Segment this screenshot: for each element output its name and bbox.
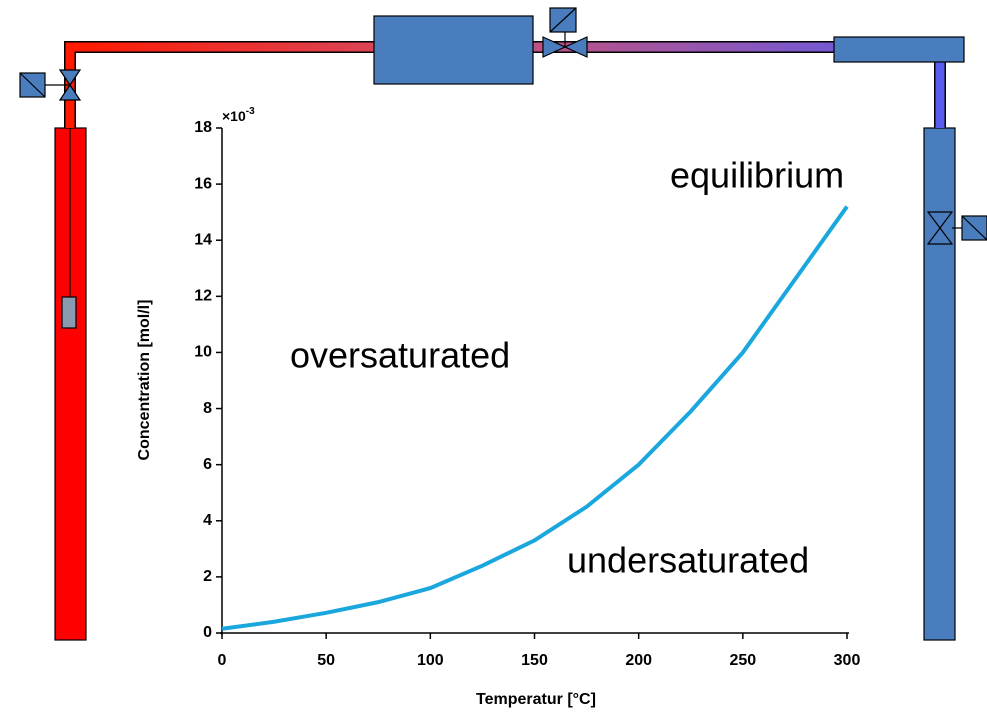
multiplier-exponent: -3: [246, 106, 255, 117]
y-tick-label: 10: [194, 344, 212, 361]
x-axis-title: Temperatur [°C]: [476, 691, 596, 708]
y-tick-label: 8: [203, 400, 212, 417]
x-tick-label: 100: [417, 652, 444, 669]
valve: [926, 211, 987, 245]
cold-vessel: [923, 127, 956, 641]
unit: [373, 15, 534, 85]
y-tick-label: 18: [194, 119, 212, 136]
data-line: [221, 205, 849, 631]
axis-multiplier: ×10-3: [222, 106, 255, 124]
x-tick-label: 50: [317, 652, 335, 669]
valve: [19, 69, 82, 101]
x-tick-label: 0: [218, 652, 227, 669]
header: [833, 36, 965, 63]
annotation: undersaturated: [567, 540, 809, 581]
y-tick-label: 2: [203, 568, 212, 585]
y-tick-label: 4: [203, 512, 212, 529]
process-diagram: [19, 7, 987, 641]
annotation: equilibrium: [670, 155, 844, 196]
y-tick-label: 0: [203, 624, 212, 641]
x-tick-label: 150: [521, 652, 548, 669]
x-tick-label: 250: [729, 652, 756, 669]
multiplier-base: ×10: [222, 108, 246, 124]
y-axis-title: Concentration [mol/l]: [136, 300, 153, 461]
annotation: oversaturated: [290, 335, 510, 376]
valve: [542, 7, 588, 58]
probe: [61, 296, 77, 329]
y-tick-label: 6: [203, 456, 212, 473]
y-tick-label: 16: [194, 175, 212, 192]
y-tick-label: 14: [194, 231, 212, 248]
x-tick-label: 300: [834, 652, 861, 669]
y-tick-label: 12: [194, 288, 212, 305]
x-tick-label: 200: [625, 652, 652, 669]
